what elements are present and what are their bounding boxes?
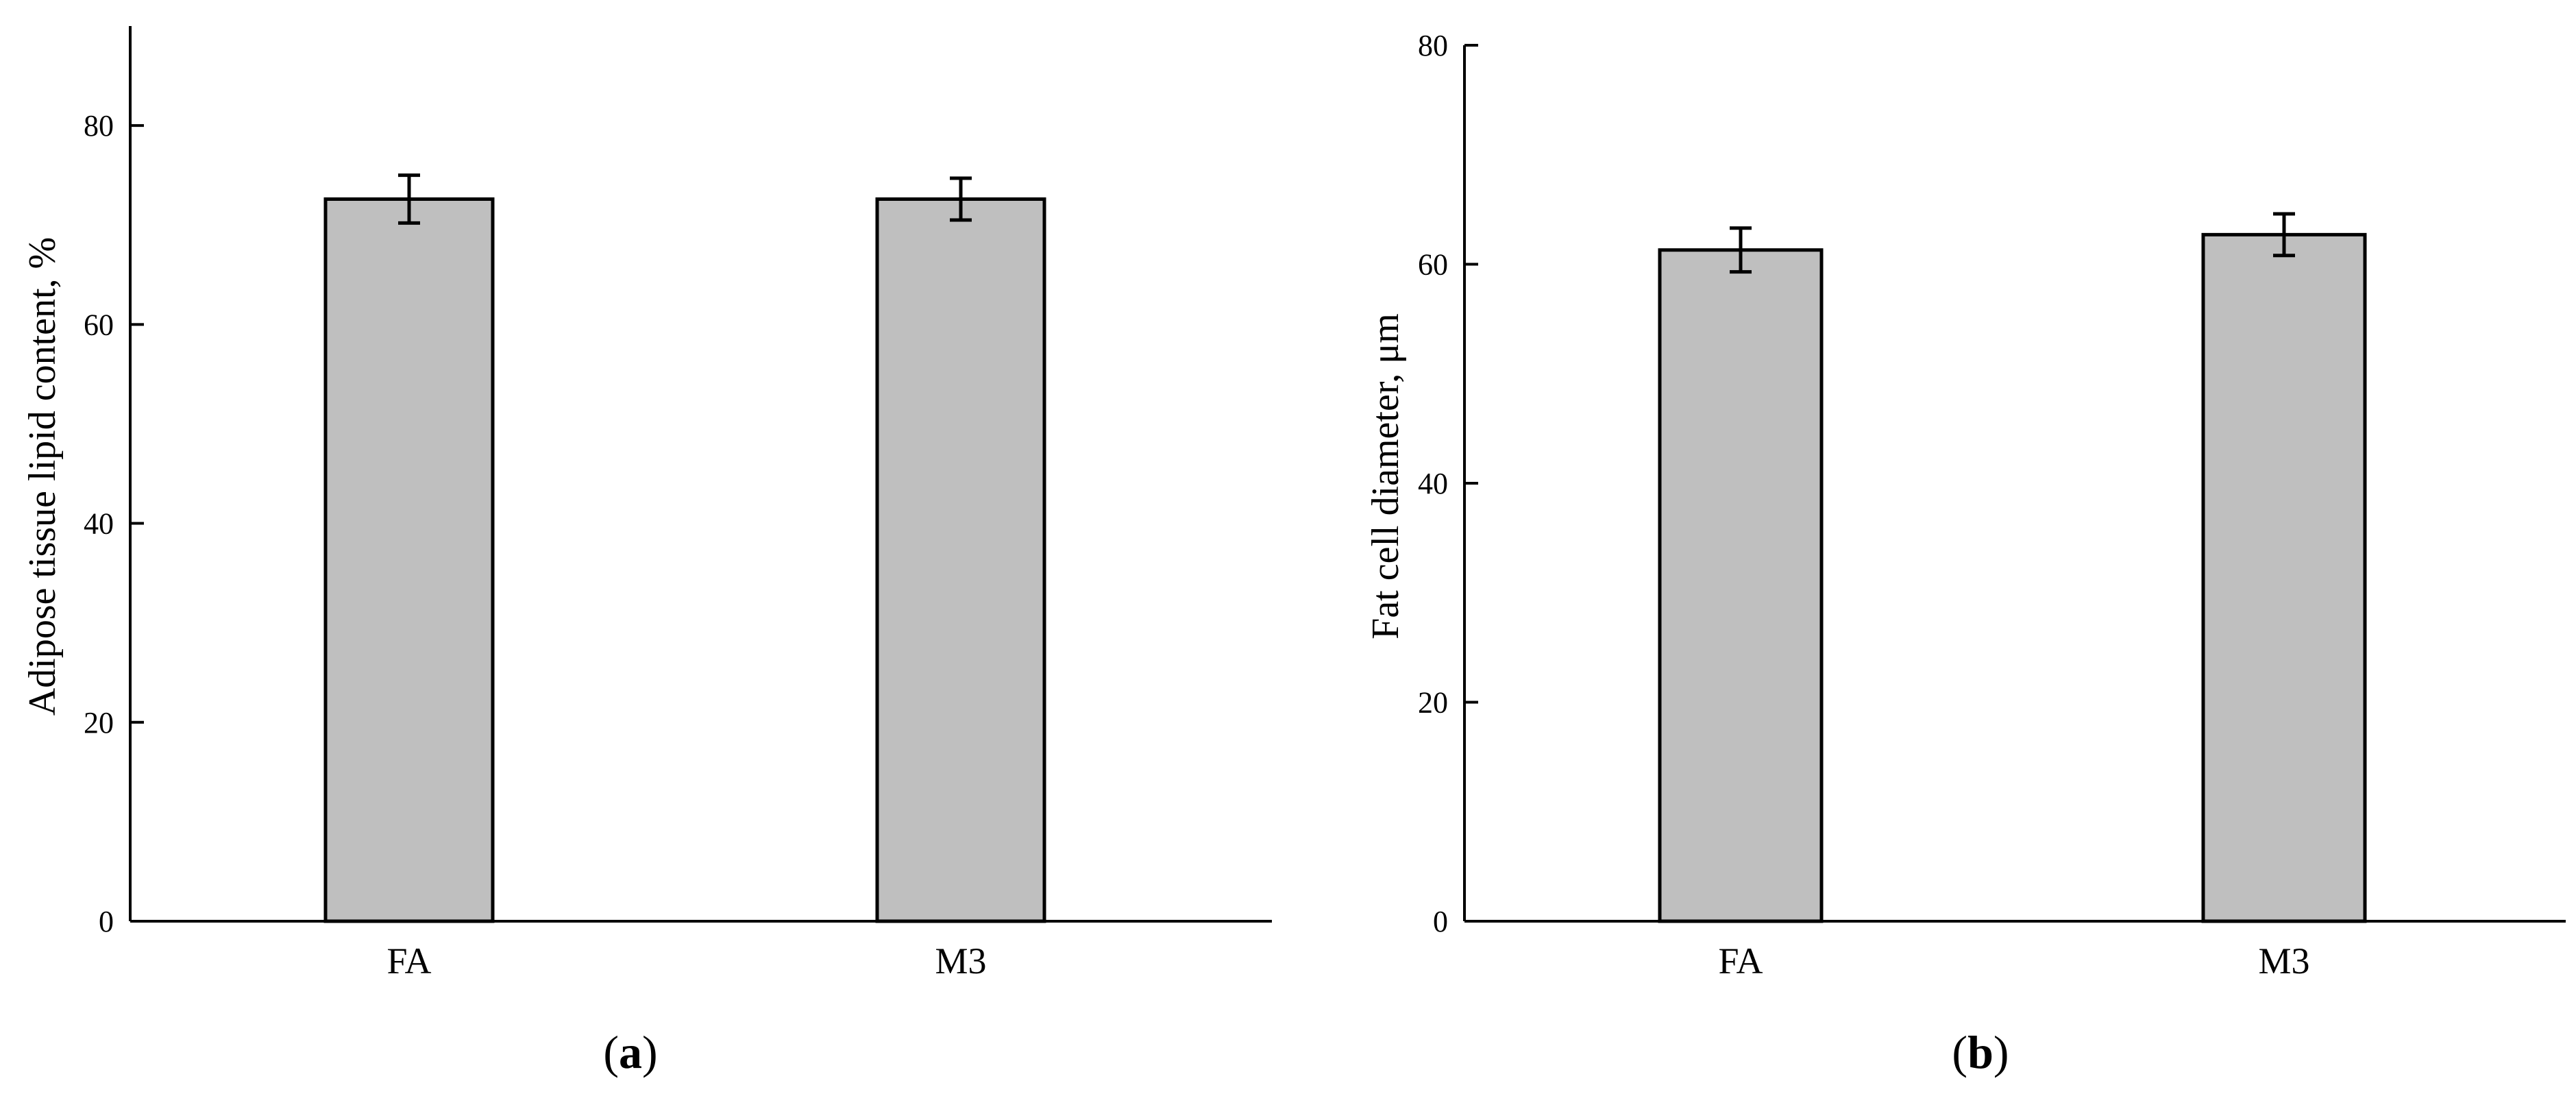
chart-a: Adipose tissue lipid content, % (a) 0 20 4… [21, 26, 1272, 1078]
panel-letter-a: a [619, 1026, 642, 1078]
panel-letter-b: b [1967, 1026, 1994, 1078]
bar-fa [1658, 248, 1824, 923]
bar-m3 [2201, 232, 2367, 923]
y-tick-label: 40 [1418, 467, 1448, 500]
panel-label-b: (b) [1952, 1026, 2009, 1078]
category-label-fa: FA [1718, 940, 1763, 982]
bar-fa [323, 197, 495, 923]
y-tick-label: 20 [84, 706, 114, 740]
category-label-fa: FA [387, 940, 431, 982]
y-tick-label: 80 [1418, 29, 1448, 62]
y-tick-label: 60 [84, 308, 114, 341]
category-label-m3: M3 [2258, 940, 2309, 982]
y-axis-label-b: Fat cell diameter, μm [1364, 313, 1407, 640]
category-label-m3: M3 [935, 940, 986, 982]
y-tick-label: 20 [1418, 686, 1448, 720]
chart-b: Fat cell diameter, μm (b) 0 20 40 60 80 FA M3 [1364, 29, 2566, 1078]
panel-label-a: (a) [603, 1026, 657, 1078]
y-tick-label: 0 [99, 905, 114, 938]
y-axis-label-a: Adipose tissue lipid content, % [21, 237, 64, 716]
y-tick-label: 0 [1433, 905, 1448, 938]
y-tick-label: 60 [1418, 248, 1448, 282]
bar-m3 [875, 197, 1046, 923]
y-tick-label: 40 [84, 507, 114, 541]
y-tick-label: 80 [84, 109, 114, 143]
